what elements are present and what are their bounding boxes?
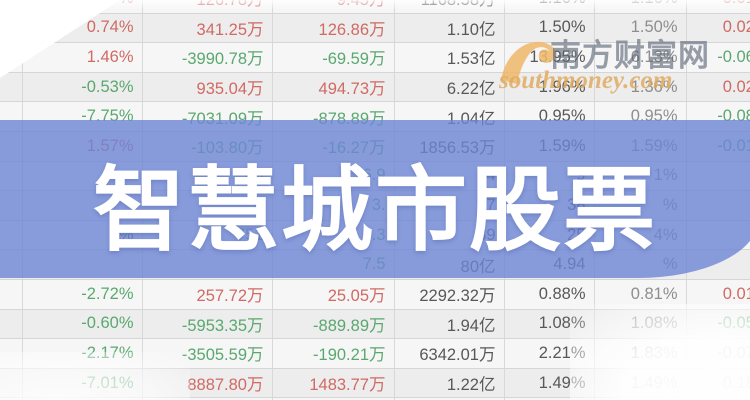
row-gutter	[0, 309, 23, 340]
cell-turnover-rate: 1.08%	[504, 309, 595, 340]
cell-turnover-rate: 1.96%	[504, 72, 595, 103]
cell-super-large-net: 126.86万	[272, 13, 395, 44]
cell-change-percent: -2.17%	[22, 338, 143, 369]
cell-super-large-net: -889.89万	[272, 309, 395, 340]
cell-change-percent: 1.46%	[22, 42, 143, 73]
cell-turnover-amount: 1.10亿	[394, 13, 505, 44]
cell-turnover-rate-2: 1.50%	[594, 13, 687, 44]
cell-delta-percent: 0.18%	[686, 368, 750, 399]
cell-turnover-rate-2: 6.13%	[594, 42, 687, 73]
cell-turnover-amount: 6342.01万	[394, 338, 505, 369]
cell-turnover-rate: 13.95%	[504, 42, 595, 73]
cell-main-net-inflow: -3505.59万	[142, 338, 273, 369]
table-row: 0.74%341.25万126.86万1.10亿1.50%1.50%0.02%3…	[0, 13, 750, 44]
row-gutter	[0, 338, 23, 369]
cell-turnover-rate-2: 1.16%	[594, 0, 687, 14]
cell-turnover-rate-2: 1.08%	[594, 309, 687, 340]
cell-change-percent: -0.60%	[22, 309, 143, 340]
cell-turnover-amount: 1.22亿	[394, 368, 505, 399]
cell-delta-percent: 0.01%	[686, 279, 750, 310]
table-row: -2.72% 257.72万 25.05万 2292.32万 0.88% 0.81% 0.0…	[0, 279, 750, 310]
cell-change-percent: -2.72%	[22, 279, 143, 310]
page-title: 智慧城市股票	[92, 156, 657, 264]
table-row: 1.46% -3990.78万 -69.59万 1.53亿 13.95% 6.13% -0.…	[0, 42, 750, 73]
cell-main-net-inflow: 126.78万	[142, 0, 273, 14]
cell-delta-percent: 0.02%	[686, 72, 750, 103]
title-banner-background	[0, 120, 750, 278]
cell-turnover-rate: 1.49%	[504, 368, 595, 399]
cell-turnover-amount: 1.53亿	[394, 42, 505, 73]
cell-turnover-rate: 0.88%	[504, 279, 595, 310]
cell-super-large-net: -190.21万	[272, 338, 395, 369]
table-row: -0.60% -5953.35万 -889.89万 1.94亿 1.08% 1.08% -0…	[0, 309, 750, 340]
cell-turnover-rate-2: 1.36%	[594, 72, 687, 103]
cell-super-large-net: 9.45万	[272, 0, 395, 14]
cell-main-net-inflow: 935.04万	[142, 72, 273, 103]
table-row: -2.17% -3505.59万 -190.21万 6342.01万 2.21% 1.83…	[0, 338, 750, 369]
cell-main-net-inflow: -5953.35万	[142, 309, 273, 340]
cell-turnover-amount: 11.58亿	[394, 397, 505, 400]
cell-delta-percent: -0.07%	[686, 338, 750, 369]
cell-delta-percent: -0.05%	[686, 309, 750, 340]
cell-turnover-amount: 2292.32万	[394, 279, 505, 310]
cell-super-large-net: -69.59万	[272, 42, 395, 73]
cell-super-large-net: 25.05万	[272, 279, 395, 310]
cell-main-net-inflow: -3990.78万	[142, 42, 273, 73]
cell-change-percent: -0.53%	[22, 72, 143, 103]
cell-delta-percent: -0.06%	[686, 42, 750, 73]
cell-super-large-net: 1483.77万	[272, 368, 395, 399]
cell-main-net-inflow: -9097.85万	[142, 397, 273, 400]
cell-turnover-rate-2: 0.81%	[594, 279, 687, 310]
cell-main-net-inflow: 8887.80万	[142, 368, 273, 399]
cell-turnover-rate: 1.50%	[504, 13, 595, 44]
cell-turnover-rate-2: 1.83%	[594, 338, 687, 369]
cell-turnover-amount: 1.94亿	[394, 309, 505, 340]
cell-turnover-rate: 2.21%	[504, 338, 595, 369]
cell-main-net-inflow: 341.25万	[142, 13, 273, 44]
row-gutter	[0, 72, 23, 103]
cell-turnover-rate-2: 1.49%	[594, 368, 687, 399]
table-row: -0.53%935.04万494.73万6.22亿1.96%1.36%0.02%…	[0, 72, 750, 103]
cell-delta-percent: 0.01%	[686, 0, 750, 14]
cell-turnover-amount: 1168.58万	[394, 0, 505, 14]
cell-turnover-rate: 1.16%	[504, 0, 595, 14]
row-gutter	[0, 368, 23, 399]
cell-delta-percent: 0.02%	[686, 13, 750, 44]
cell-change-percent: -7.01%	[22, 368, 143, 399]
cell-super-large-net: -2150.79万	[272, 397, 395, 400]
cell-turnover-amount: 6.22亿	[394, 72, 505, 103]
row-gutter	[0, 279, 23, 310]
cell-main-net-inflow: 257.72万	[142, 279, 273, 310]
cell-super-large-net: 494.73万	[272, 72, 395, 103]
table-row: -7.01% 8887.80万 1483.77万 1.22亿 1.49% 1.49% 0.1…	[0, 368, 750, 399]
corner-strip-top-left	[0, 0, 66, 14]
